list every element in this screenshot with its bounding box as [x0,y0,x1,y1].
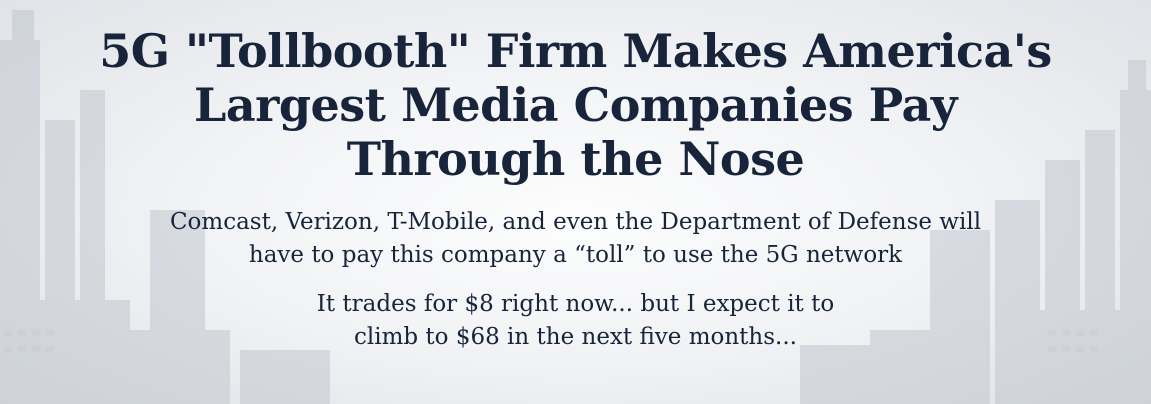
headline-line-3: Through the Nose [346,132,805,186]
subheadline-line-1: Comcast, Verizon, T-Mobile, and even the… [169,209,982,235]
hero-content: 5G "Tollbooth" Firm Makes America's Larg… [46,24,1106,354]
headline-line-1: 5G "Tollbooth" Firm Makes America's [99,24,1052,78]
teaser-line-2: climb to $68 in the next five months... [354,324,797,350]
headline-line-2: Largest Media Companies Pay [193,78,958,132]
subheadline: Comcast, Verizon, T-Mobile, and even the… [46,206,1106,272]
teaser-text: It trades for $8 right now... but I expe… [46,288,1106,354]
teaser-line-1: It trades for $8 right now... but I expe… [316,291,835,317]
headline: 5G "Tollbooth" Firm Makes America's Larg… [46,24,1106,186]
subheadline-line-2: have to pay this company a “toll” to use… [248,242,903,268]
